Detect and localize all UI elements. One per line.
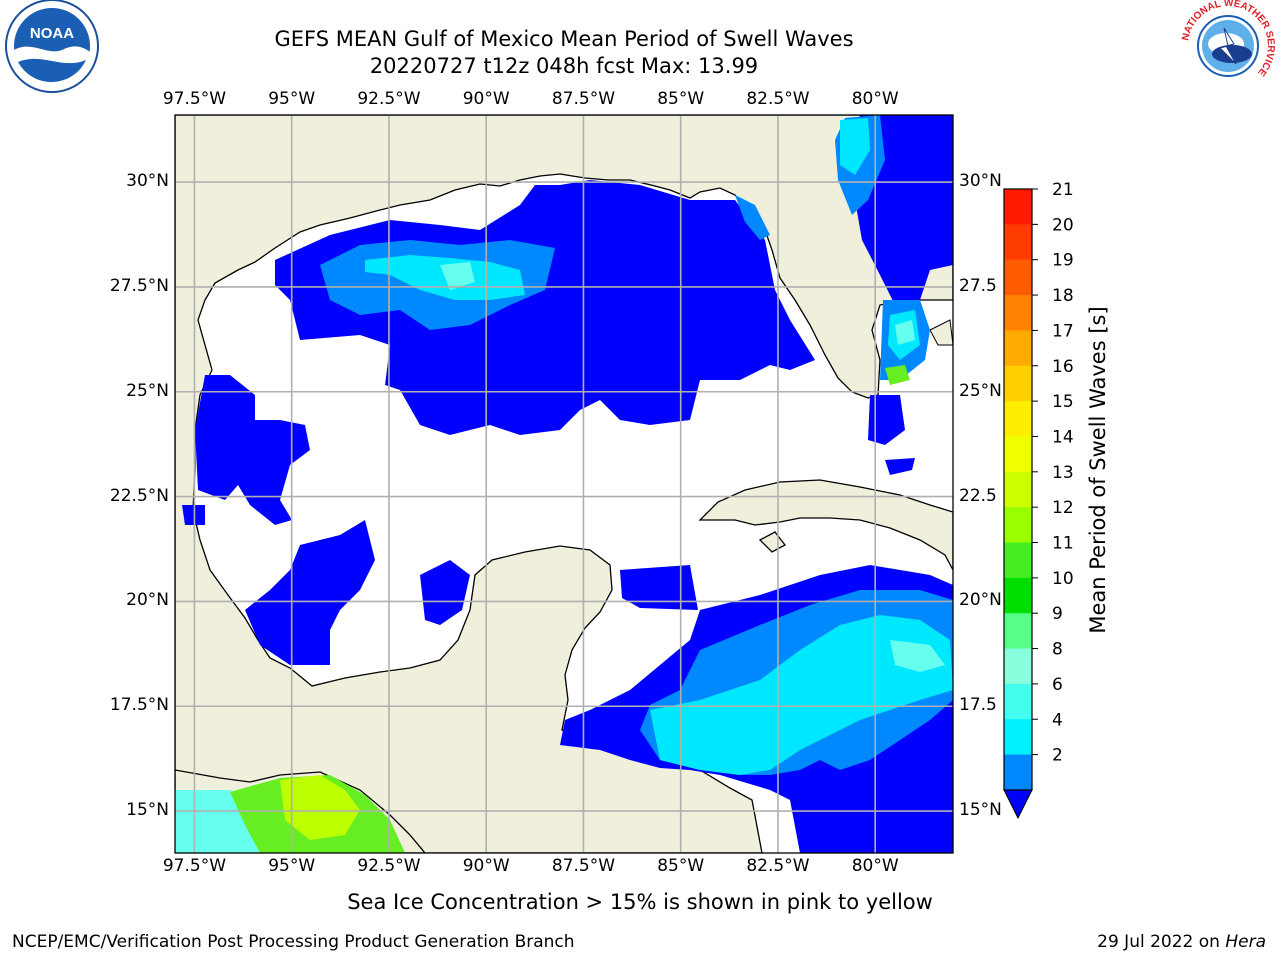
colorbar-segment xyxy=(1004,683,1032,720)
lat-label-left: 15°N xyxy=(126,800,169,821)
colorbar-tick-label: 2 xyxy=(1052,746,1063,766)
lat-label-right: 27.5 xyxy=(959,275,997,296)
map-frame xyxy=(174,114,954,854)
colorbar-extend-arrow xyxy=(1003,789,1033,820)
footer-machine: Hera xyxy=(1225,932,1266,952)
lat-label-left: 20°N xyxy=(126,590,169,611)
lat-label-right: 25°N xyxy=(959,380,1002,401)
colorbar-segment xyxy=(1004,754,1032,791)
gridlines xyxy=(175,115,953,853)
noaa-logo-text: NOAA xyxy=(30,25,74,42)
colorbar-segment xyxy=(1004,613,1032,650)
lat-label-right: 20°N xyxy=(959,590,1002,611)
colorbar-segment xyxy=(1004,295,1032,331)
lon-label-bottom: 80°W xyxy=(851,856,899,876)
lon-label-bottom: 87.5°W xyxy=(551,856,616,876)
lat-label-left: 30°N xyxy=(126,171,169,192)
colorbar-tick-label: 11 xyxy=(1052,534,1074,554)
footer-branch: NCEP/EMC/Verification Post Processing Pr… xyxy=(12,932,575,952)
colorbar-tick-label: 13 xyxy=(1052,463,1074,483)
swell-period-12-14s xyxy=(280,775,360,840)
colorbar-tick-label: 18 xyxy=(1052,286,1074,306)
lon-label-bottom: 85°W xyxy=(657,856,705,876)
lon-label-top: 95°W xyxy=(268,89,316,109)
lat-label-right: 22.5 xyxy=(959,485,997,506)
noaa-logo: NOAA xyxy=(5,0,99,93)
lon-label-top: 87.5°W xyxy=(551,89,616,109)
map-area xyxy=(175,115,953,853)
sea-ice-note: Sea Ice Concentration > 15% is shown in … xyxy=(347,890,933,914)
colorbar-tick-label: 20 xyxy=(1052,215,1074,235)
title-line-1: GEFS MEAN Gulf of Mexico Mean Period of … xyxy=(274,27,854,51)
lon-label-top: 97.5°W xyxy=(162,89,227,109)
lon-label-bottom: 82.5°W xyxy=(746,856,810,876)
chart-title: GEFS MEAN Gulf of Mexico Mean Period of … xyxy=(274,26,853,80)
colorbar: 21 20 19 18 17 16 15 14 13 12 11 10 9 8 6 4 2 xyxy=(1003,180,1074,820)
colorbar-tick-label: 6 xyxy=(1052,675,1063,695)
lon-label-top: 92.5°W xyxy=(357,89,421,109)
nws-logo: NATIONAL WEATHER SERVICE xyxy=(1180,0,1276,93)
colorbar-tick-label: 19 xyxy=(1052,251,1074,271)
colorbar-tick-label: 15 xyxy=(1052,392,1074,412)
colorbar-segment xyxy=(1004,577,1032,614)
lon-label-bottom: 95°W xyxy=(268,856,316,876)
lat-label-left: 25°N xyxy=(126,380,169,401)
lon-label-top: 90°W xyxy=(462,89,510,109)
lon-label-bottom: 92.5°W xyxy=(357,856,421,876)
colorbar-segment xyxy=(1004,224,1032,261)
colorbar-segment xyxy=(1004,259,1032,296)
land-cuba xyxy=(698,479,953,571)
colorbar-tick-label: 21 xyxy=(1052,180,1074,200)
colorbar-label: Mean Period of Swell Waves [s] xyxy=(1086,306,1110,634)
lon-label-top: 85°W xyxy=(657,89,705,109)
footer-date-text: 29 Jul 2022 on xyxy=(1097,932,1226,952)
lat-label-left: 27.5°N xyxy=(109,275,169,296)
lat-label-left: 22.5°N xyxy=(109,485,169,506)
colorbar-segment xyxy=(1004,436,1032,473)
lon-label-bottom: 90°W xyxy=(462,856,510,876)
lon-label-top: 82.5°W xyxy=(746,89,810,109)
colorbar-frame xyxy=(1003,188,1033,791)
colorbar-segment xyxy=(1004,330,1032,367)
lat-label-right: 15°N xyxy=(959,800,1002,821)
lat-label-right: 17.5 xyxy=(959,695,997,716)
colorbar-segment xyxy=(1004,719,1032,756)
land-bahamas xyxy=(929,319,953,346)
colorbar-segment xyxy=(1004,189,1032,225)
lon-label-bottom: 97.5°W xyxy=(162,856,227,876)
title-line-2: 20220727 t12z 048h fcst Max: 13.99 xyxy=(369,54,759,78)
colorbar-segment xyxy=(1004,471,1032,508)
colorbar-segment xyxy=(1004,365,1032,402)
colorbar-segment xyxy=(1004,401,1032,437)
lat-label-left: 17.5°N xyxy=(109,695,169,716)
colorbar-tick-label: 12 xyxy=(1052,498,1074,518)
colorbar-segment xyxy=(1004,542,1032,579)
footer-date: 29 Jul 2022 on Hera xyxy=(1097,932,1266,952)
colorbar-tick-label: 10 xyxy=(1052,569,1074,589)
colorbar-tick-label: 4 xyxy=(1052,710,1063,730)
colorbar-tick-label: 17 xyxy=(1052,321,1074,341)
lat-label-right: 30°N xyxy=(959,171,1002,192)
colorbar-tick-label: 8 xyxy=(1052,640,1063,660)
colorbar-segment xyxy=(1004,648,1032,685)
lon-label-top: 80°W xyxy=(851,89,899,109)
colorbar-segment xyxy=(1004,507,1032,543)
colorbar-tick-label: 9 xyxy=(1052,604,1063,624)
colorbar-tick-label: 14 xyxy=(1052,427,1074,447)
colorbar-tick-label: 16 xyxy=(1052,357,1074,377)
